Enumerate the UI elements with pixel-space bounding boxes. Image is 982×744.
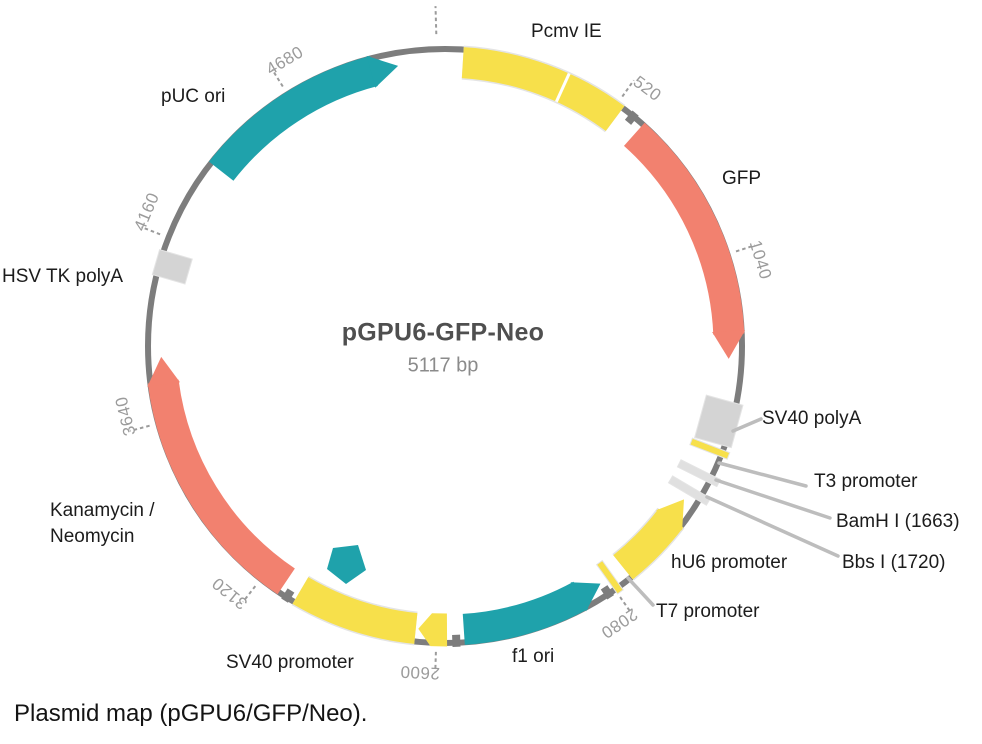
feature-label-f1-ori: f1 ori	[512, 646, 555, 667]
leader-line-bamhi-site	[714, 478, 832, 520]
tick-mark-2080	[619, 596, 633, 614]
segment-connector	[624, 110, 639, 125]
feature-hsv-tk-polya	[151, 248, 193, 285]
segment-connector	[281, 588, 295, 603]
segment-connector	[600, 585, 615, 600]
feature-puc-ori	[208, 55, 378, 181]
feature-label-t3-promoter: T3 promoter	[814, 471, 918, 492]
feature-bamhi-site	[676, 459, 722, 488]
feature-label-bamhi-site: BamH I (1663)	[836, 511, 960, 532]
plasmid-size: 5117 bp	[407, 354, 479, 377]
feature-pcmv-ie	[461, 47, 625, 132]
segment-connector	[452, 634, 461, 647]
feature-divider	[555, 72, 571, 103]
feature-label-gfp: GFP	[722, 168, 762, 189]
figure-caption: Plasmid map (pGPU6/GFP/Neo).	[14, 700, 368, 727]
feature-kanamycin-neomycin	[147, 379, 295, 595]
feature-puc-ori-arrow-tip	[366, 55, 399, 88]
tick-mark-520	[621, 79, 635, 98]
feature-t3-promoter	[689, 437, 731, 460]
feature-label-hu6-promoter: hU6 promoter	[671, 552, 788, 573]
leader-line-bbsi-site	[705, 495, 840, 558]
feature-kanamycin-neomycin-arrow-tip	[147, 356, 180, 387]
tick-mark-origin	[434, 6, 438, 35]
tick-mark-4160	[141, 226, 161, 236]
feature-gfp	[623, 122, 745, 335]
plasmid-title-block: pGPU6-GFP-Neo 5117 bp	[342, 319, 545, 378]
feature-label-pcmv-ie: Pcmv IE	[531, 21, 602, 42]
feature-t7-promoter	[595, 559, 624, 595]
feature-hu6-promoter	[613, 508, 684, 580]
feature-label-t7-promoter: T7 promoter	[656, 601, 760, 622]
plasmid-name: pGPU6-GFP-Neo	[341, 318, 545, 347]
feature-f1-ori-arrow-tip	[570, 582, 601, 612]
leader-line-sv40-polya	[731, 417, 763, 433]
feature-f1-ori	[462, 581, 589, 645]
tick-mark-3120	[242, 585, 257, 603]
feature-label-sv40-polya: SV40 polyA	[762, 408, 862, 429]
feature-bbsi-site	[667, 475, 712, 506]
tick-mark-1040	[735, 244, 756, 253]
feature-label-puc-ori: pUC ori	[161, 86, 226, 107]
feature-sv40-promoter-arrowhead	[418, 613, 448, 647]
feature-label-kanamycin-neomycin: Kanamycin / Neomycin	[50, 500, 155, 547]
tick-label-2600: 2600	[399, 662, 441, 684]
feature-sv40-polya	[694, 394, 744, 449]
tick-mark-3640	[130, 424, 150, 432]
tick-mark-2600	[434, 651, 437, 672]
teal-pentagon-marker	[327, 545, 366, 584]
feature-gfp-arrow-tip	[712, 330, 746, 359]
feature-label-sv40-promoter: SV40 promoter	[226, 652, 354, 673]
feature-label-hsv-tk-polya: HSV TK polyA	[2, 266, 124, 287]
feature-hu6-promoter-arrow-tip	[656, 499, 684, 531]
leader-line-t3-promoter	[717, 461, 808, 488]
feature-sv40-promoter	[292, 577, 418, 644]
feature-label-bbsi-site: Bbs I (1720)	[842, 552, 946, 573]
leader-line-t7-promoter	[626, 576, 655, 607]
tick-mark-4680	[271, 68, 284, 88]
